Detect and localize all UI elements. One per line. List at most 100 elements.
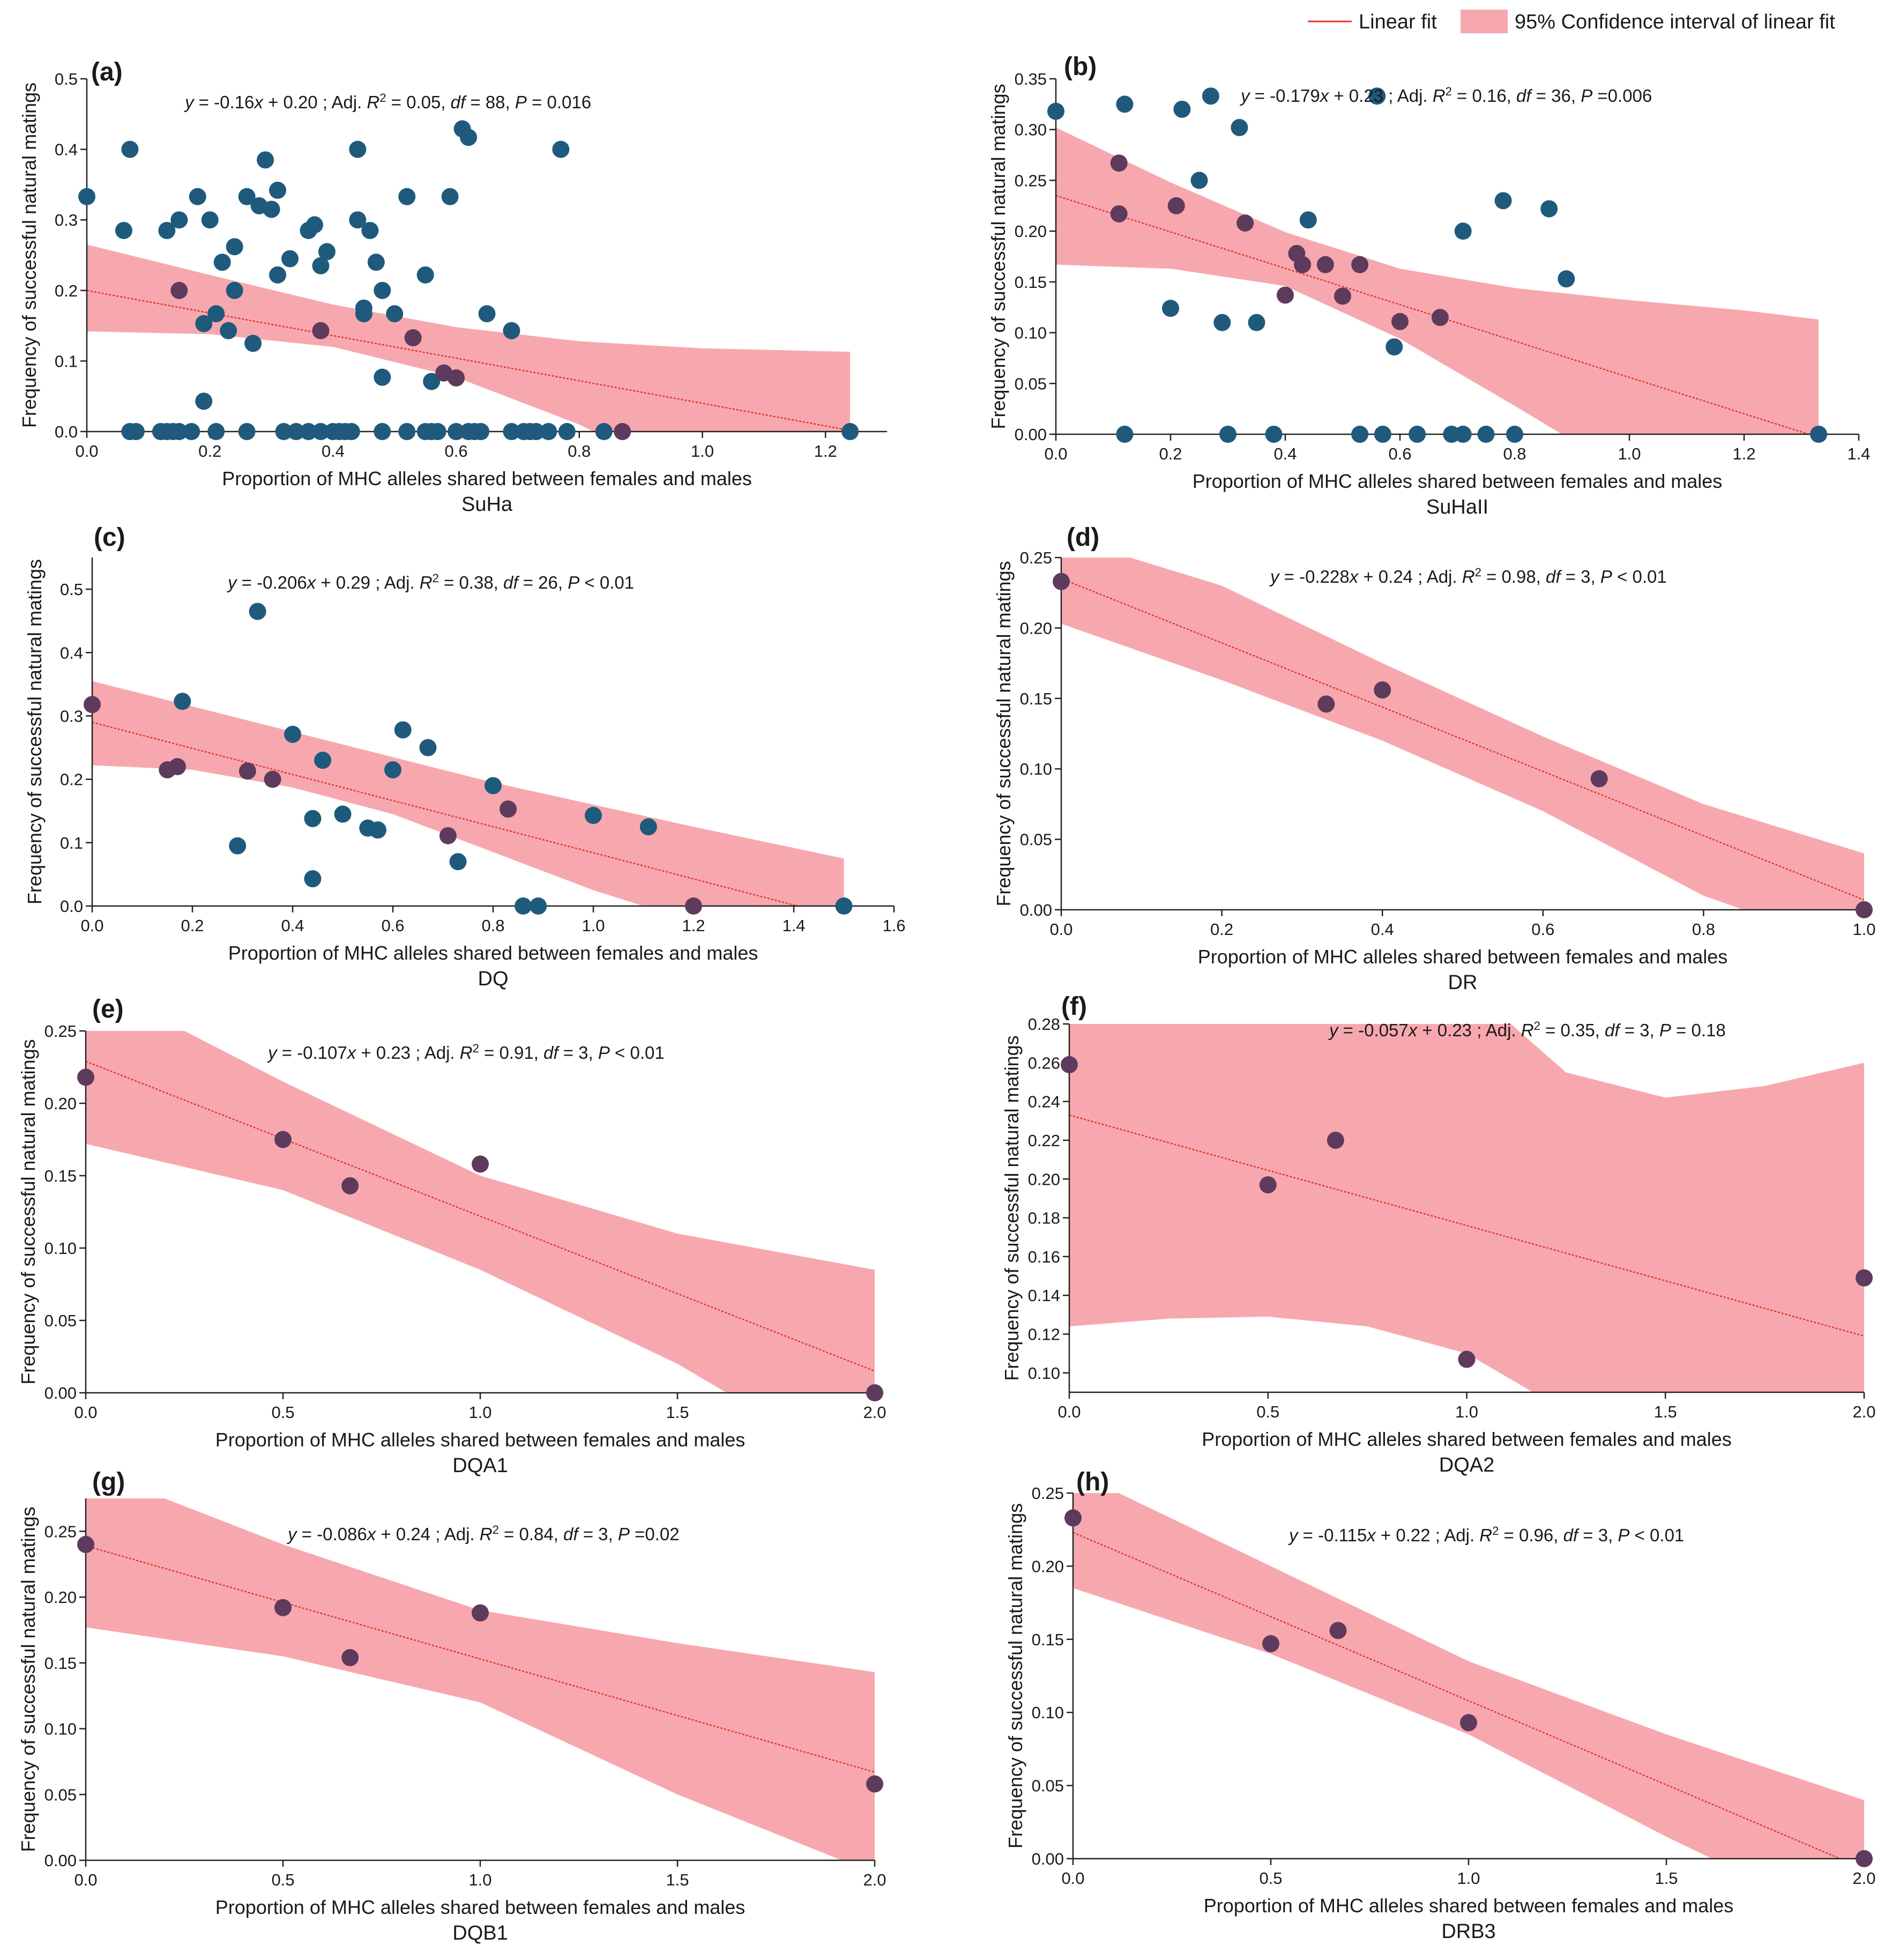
x-tick-label: 0.4 <box>322 442 345 461</box>
data-point <box>1213 314 1231 331</box>
eq-part-dfl: df <box>563 1524 580 1544</box>
eq-part-dfv: = 3, <box>1561 567 1600 586</box>
eq-part-dfl: df <box>1516 86 1533 106</box>
y-tick-label: 0.25 <box>1015 171 1047 190</box>
x-tick-label: 0.8 <box>1503 444 1526 463</box>
eq-part-rhs: = -0.115 <box>1298 1525 1367 1545</box>
eq-part-pv: =0.02 <box>630 1524 680 1544</box>
eq-part-xv: x <box>366 1524 377 1544</box>
ci-band <box>86 1498 875 1860</box>
x-tick-label: 0.5 <box>1259 1869 1282 1888</box>
data-point <box>1494 192 1512 210</box>
y-tick-label: 0.20 <box>1015 222 1047 241</box>
x-tick-label: 0.0 <box>80 916 103 935</box>
y-axis-title: Frequency of successful natural matings <box>993 561 1015 906</box>
gene-label: DQ <box>478 968 509 990</box>
y-tick-label: 0.20 <box>1032 1557 1064 1576</box>
y-tick-label: 0.2 <box>60 770 83 789</box>
data-point-in-band <box>1064 1509 1082 1527</box>
data-point <box>478 305 496 323</box>
eq-part-xv: x <box>346 1043 357 1063</box>
eq-part-lhs: y <box>1240 86 1251 106</box>
eq-part-dfv: = 3, <box>558 1043 598 1063</box>
y-tick-label: 0.15 <box>1015 273 1047 292</box>
eq-part-sup: 2 <box>1534 1019 1540 1033</box>
regression-equation: y = -0.115x + 0.22 ; Adj. R2 = 0.96, df … <box>1288 1524 1684 1546</box>
eq-part-mid: = 0.91, <box>479 1043 543 1063</box>
eq-part-pl: P <box>598 1043 610 1063</box>
y-axis-title: Frequency of successful natural matings <box>987 84 1009 429</box>
data-point-in-band <box>1110 154 1128 172</box>
x-tick-label: 0.0 <box>1061 1869 1084 1888</box>
eq-part-tail: + 0.29 ; Adj. <box>316 573 420 592</box>
y-axis-title: Frequency of successful natural matings <box>18 83 40 428</box>
data-point <box>207 305 225 323</box>
y-tick-label: 0.10 <box>1032 1703 1064 1722</box>
eq-part-tail: + 0.22 ; Adj. <box>1376 1525 1480 1545</box>
eq-part-pl: P <box>1600 567 1612 586</box>
y-tick-label: 0.18 <box>1028 1209 1060 1228</box>
eq-part-dfl: df <box>543 1043 560 1063</box>
x-tick-label: 0.2 <box>1210 920 1233 939</box>
data-point <box>312 257 330 274</box>
x-tick-label: 0.6 <box>445 442 468 461</box>
data-point <box>263 201 280 218</box>
y-tick-label: 0.05 <box>44 1311 77 1330</box>
data-point-in-band <box>1329 1622 1347 1639</box>
eq-part-dfl: df <box>451 92 467 112</box>
ci-band <box>1069 1024 1864 1392</box>
x-tick-label: 1.0 <box>582 916 605 935</box>
x-tick-label: 1.5 <box>666 1870 689 1889</box>
data-point <box>515 897 532 915</box>
eq-part-dfv: = 3, <box>1620 1020 1659 1040</box>
eq-part-lhs: y <box>184 92 195 112</box>
eq-part-dfl: df <box>503 573 520 592</box>
eq-part-mid: = 0.05, <box>386 92 450 112</box>
x-axis-title: Proportion of MHC alleles shared between… <box>222 467 752 489</box>
data-point-in-band <box>1374 681 1391 699</box>
eq-part-pv: < 0.01 <box>1629 1525 1684 1545</box>
data-point-in-band <box>472 1155 489 1173</box>
data-point-in-band <box>472 1604 489 1622</box>
eq-part-rhs: = -0.228 <box>1279 567 1350 586</box>
eq-part-lhs: y <box>287 1524 298 1544</box>
data-point-in-band <box>1317 695 1335 713</box>
data-point <box>1477 426 1495 443</box>
x-tick-label: 1.0 <box>468 1403 491 1422</box>
gene-label: DQA2 <box>1439 1454 1494 1476</box>
data-point-in-band <box>264 770 281 788</box>
x-tick-label: 0.4 <box>281 916 304 935</box>
y-tick-label: 0.1 <box>60 834 83 852</box>
eq-part-sup: 2 <box>1475 566 1481 579</box>
eq-part-rhs: = -0.16 <box>194 92 255 112</box>
y-tick-label: 0.25 <box>1032 1484 1064 1503</box>
data-point-in-band <box>341 1177 359 1194</box>
eq-part-lhs: y <box>267 1043 278 1063</box>
x-tick-label: 1.0 <box>1618 444 1641 463</box>
data-point <box>349 211 367 229</box>
data-point <box>300 423 317 440</box>
y-axis-title: Frequency of successful natural matings <box>17 1506 39 1852</box>
data-point <box>1386 338 1403 356</box>
x-tick-label: 1.0 <box>1457 1869 1480 1888</box>
data-point-in-band <box>239 762 256 780</box>
x-tick-label: 0.4 <box>1371 920 1394 939</box>
data-point <box>269 181 287 199</box>
data-point <box>342 423 360 440</box>
eq-part-sup: 2 <box>493 1523 499 1536</box>
data-point <box>1368 87 1386 105</box>
data-point-in-band <box>1391 313 1409 330</box>
data-point <box>1506 426 1523 443</box>
gene-label: DR <box>1448 971 1478 994</box>
y-tick-label: 0.28 <box>1028 1015 1060 1034</box>
eq-part-mid: = 0.96, <box>1499 1525 1563 1545</box>
eq-part-tail: + 0.23 ; Adj. <box>1329 86 1433 106</box>
data-point <box>1540 200 1558 218</box>
data-point <box>367 254 385 271</box>
y-tick-label: 0.10 <box>1020 760 1052 778</box>
eq-part-r: R <box>1433 86 1446 106</box>
data-point <box>170 423 188 440</box>
data-point <box>355 305 373 323</box>
data-point <box>384 761 401 778</box>
